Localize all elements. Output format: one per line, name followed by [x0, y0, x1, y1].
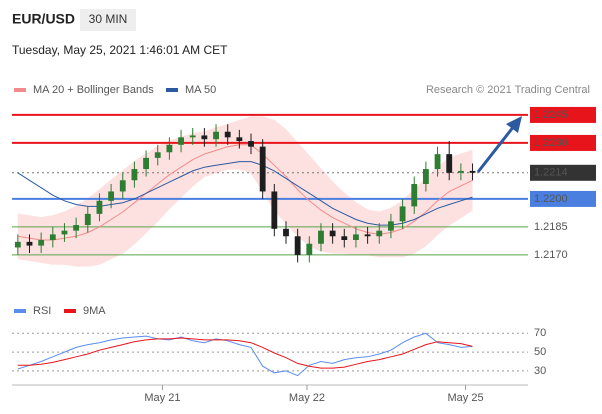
ma-line: [17, 161, 473, 226]
candle-body: [469, 170, 476, 173]
candle-body: [14, 241, 21, 248]
candle-body: [131, 169, 138, 181]
legend-label: 9MA: [83, 305, 106, 317]
legend-swatch: [14, 309, 26, 313]
candle-body: [446, 154, 453, 173]
level-label: 1.2214: [534, 167, 568, 179]
candle-body: [201, 135, 208, 140]
symbol: EUR/USD: [12, 11, 75, 27]
bollinger-lower: [17, 168, 473, 267]
legend-label: RSI: [33, 305, 51, 317]
candle-body: [399, 206, 406, 222]
candle-body: [189, 135, 196, 138]
candle-body: [422, 169, 429, 184]
level-box: [530, 134, 596, 151]
legend-swatch: [166, 88, 178, 92]
candle-body: [166, 144, 173, 153]
level-label: 1.2200: [534, 193, 568, 205]
candle-body: [61, 230, 68, 235]
ma-line: [17, 144, 473, 241]
y-tick-label: 30: [534, 365, 546, 377]
level-box: [530, 164, 596, 181]
level-box: [530, 106, 596, 123]
candle-body: [329, 230, 336, 237]
timeframe-badge: [80, 9, 136, 31]
y-tick-label: 50: [534, 346, 546, 358]
level-label: 1.2245: [534, 109, 568, 121]
date: Tuesday, May 25, 2021 1:46:01 AM CET: [12, 43, 228, 57]
candle-body: [294, 236, 301, 255]
rsi-line: [17, 337, 473, 369]
level-label: 1.2185: [534, 221, 568, 233]
candle-body: [49, 234, 56, 240]
legend-label: MA 20 + Bollinger Bands: [33, 84, 154, 96]
candle-body: [411, 184, 418, 207]
candle-body: [178, 137, 184, 145]
y-tick-label: 70: [534, 327, 546, 339]
candle-body: [236, 137, 243, 142]
level-label: 1.2230: [534, 137, 568, 149]
forecast-arrowhead: [506, 116, 522, 133]
candle-body: [388, 221, 394, 231]
candle-body: [259, 146, 266, 192]
x-tick-label: May 25: [447, 392, 483, 404]
candle-body: [26, 241, 33, 246]
candle-body: [224, 131, 231, 138]
price-panel: 1.2245 1.2230 1.2214 1.2200 1.2185 1.2170 MA 2…: [12, 84, 596, 267]
candle-body: [271, 191, 278, 229]
timeframe: 30 MIN: [89, 12, 128, 26]
candle-body: [73, 225, 80, 231]
candle-body: [154, 152, 161, 158]
candle-body: [364, 234, 371, 237]
candle-body: [213, 131, 219, 140]
candle-body: [457, 170, 464, 173]
level-label: 1.2170: [534, 249, 568, 261]
candle-body: [353, 234, 359, 240]
legend-swatch: [14, 88, 26, 92]
candle-body: [283, 228, 289, 237]
credit: Research © 2021 Trading Central: [426, 84, 590, 96]
x-tick-label: May 22: [289, 392, 325, 404]
candle-body: [143, 157, 149, 170]
candle-body: [306, 243, 313, 255]
bollinger-upper: [17, 116, 473, 219]
candle-body: [248, 141, 254, 147]
candle-body: [318, 230, 324, 244]
forecast-arrow: [476, 125, 516, 173]
candle-body: [96, 200, 103, 214]
candle-body: [84, 213, 91, 226]
rsi-panel: 30 50 70 May 21 May 22 May 25 RSI 9MA: [12, 305, 546, 404]
level-box: [530, 190, 596, 207]
x-tick-label: May 21: [144, 392, 180, 404]
candle-body: [376, 230, 383, 237]
legend-label: MA 50: [185, 84, 216, 96]
candle-body: [119, 180, 126, 192]
candle-body: [38, 240, 45, 246]
bollinger-fill: [17, 116, 473, 267]
candle-body: [341, 236, 348, 240]
candle-body: [434, 154, 441, 170]
candle-body: [108, 191, 115, 201]
rsi-line: [17, 332, 473, 377]
legend-swatch: [64, 309, 76, 313]
